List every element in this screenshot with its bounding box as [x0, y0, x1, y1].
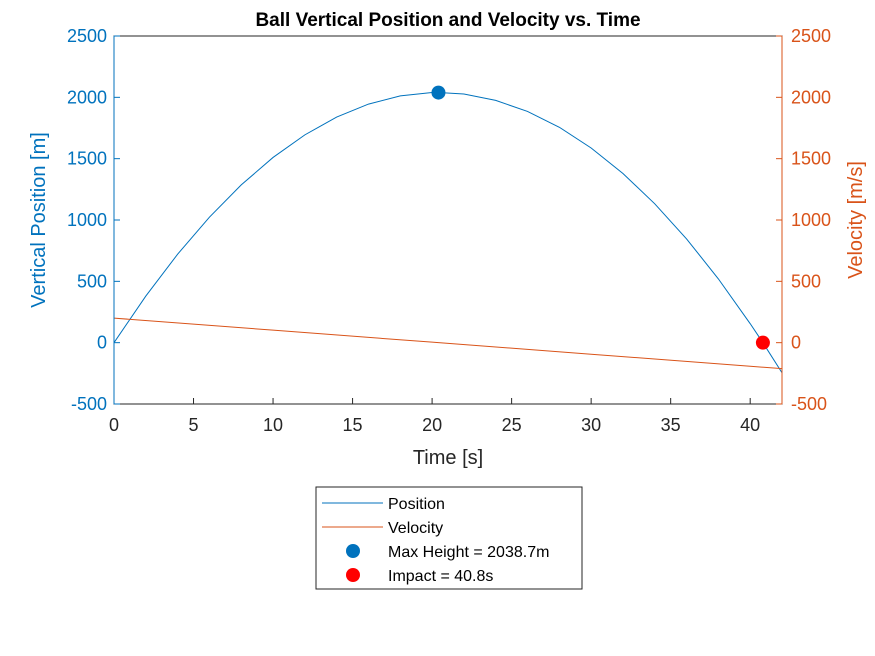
y-right-tick-label: 2000: [791, 87, 831, 107]
y-left-tick-label: 0: [97, 333, 107, 353]
y-right-tick-label: 1000: [791, 210, 831, 230]
y-right-tick-label: 0: [791, 333, 801, 353]
x-tick-label: 15: [343, 415, 363, 435]
y-right-tick-label: 1500: [791, 149, 831, 169]
y-axis-label-right: Velocity [m/s]: [845, 161, 867, 279]
y-right-tick-label: -500: [791, 394, 827, 414]
legend-max-height-swatch: [346, 544, 360, 558]
x-tick-label: 20: [422, 415, 442, 435]
legend-position-label: Position: [388, 496, 445, 513]
y-axis-label-left: Vertical Position [m]: [28, 132, 50, 308]
x-tick-label: 0: [109, 415, 119, 435]
y-left-tick-label: 1000: [67, 210, 107, 230]
chart-title: Ball Vertical Position and Velocity vs. …: [255, 10, 640, 31]
legend-max-height-label: Max Height = 2038.7m: [388, 544, 549, 561]
x-tick-label: 5: [189, 415, 199, 435]
legend-velocity-label: Velocity: [388, 520, 443, 537]
y-left-tick-label: -500: [71, 394, 107, 414]
x-axis-label: Time [s]: [413, 447, 483, 469]
max-height-marker: [431, 86, 445, 100]
plot-area: [114, 36, 782, 404]
legend-impact-swatch: [346, 568, 360, 582]
y-left-tick-label: 1500: [67, 149, 107, 169]
x-tick-label: 30: [581, 415, 601, 435]
legend: Position Velocity Max Height = 2038.7m I…: [316, 487, 582, 589]
x-tick-label: 35: [661, 415, 681, 435]
y-left-tick-label: 500: [77, 271, 107, 291]
x-tick-label: 25: [502, 415, 522, 435]
x-tick-label: 40: [740, 415, 760, 435]
legend-impact-label: Impact = 40.8s: [388, 568, 493, 585]
y-left-tick-label: 2500: [67, 26, 107, 46]
impact-marker: [756, 336, 770, 350]
y-right-tick-label: 2500: [791, 26, 831, 46]
y-left-tick-label: 2000: [67, 87, 107, 107]
plot-frame: [114, 36, 782, 404]
y-right-tick-label: 500: [791, 271, 821, 291]
x-tick-label: 10: [263, 415, 283, 435]
